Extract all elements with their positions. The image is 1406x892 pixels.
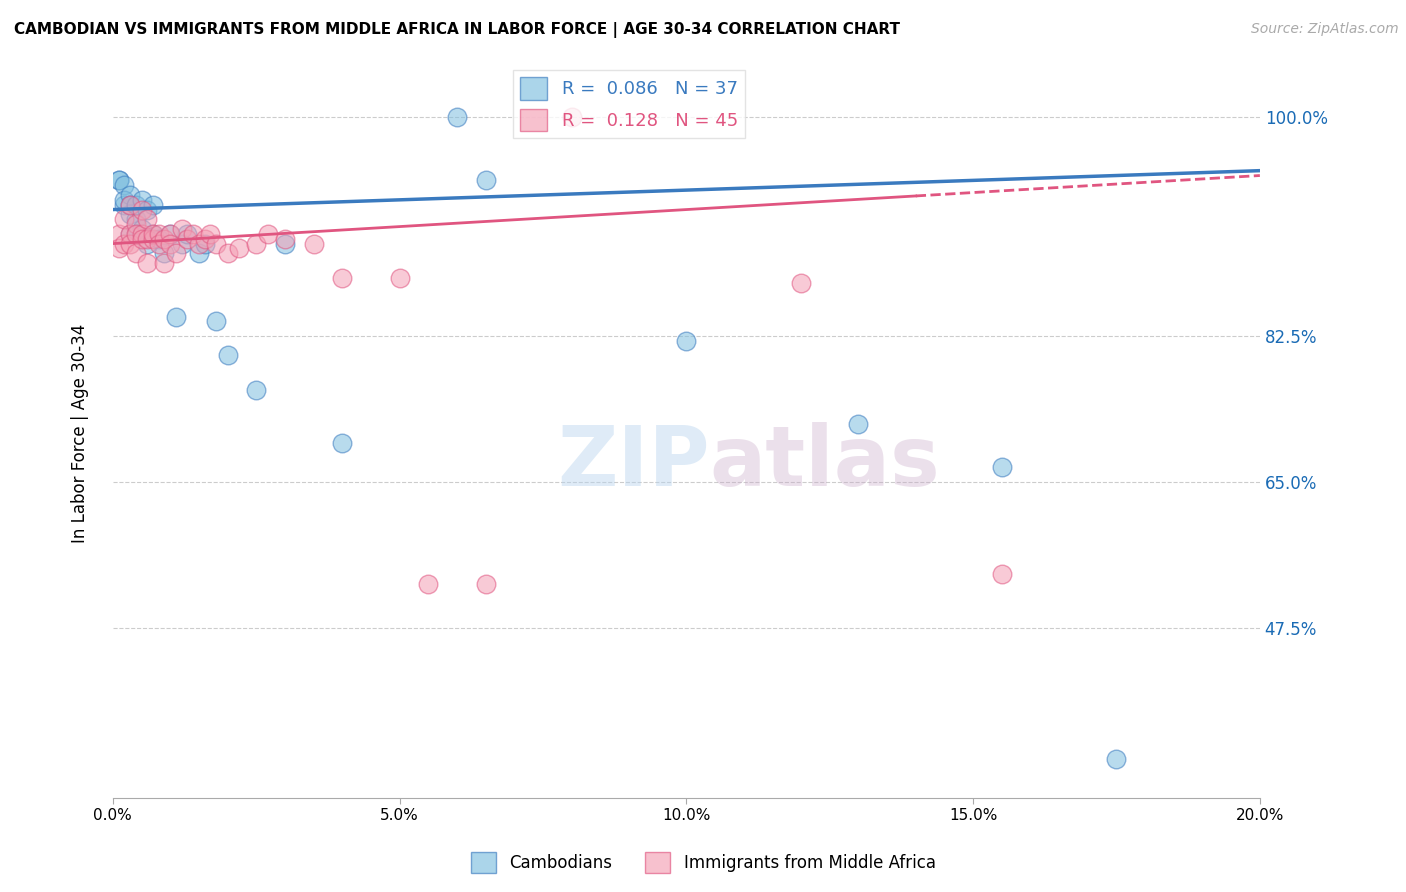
Point [205, 236, 228, 251]
Point [474, 173, 496, 187]
Point [120, 188, 142, 202]
Point [120, 197, 142, 211]
Point [561, 110, 583, 124]
Point [131, 202, 153, 217]
Point [302, 236, 325, 251]
Text: CAMBODIAN VS IMMIGRANTS FROM MIDDLE AFRICA IN LABOR FORCE | AGE 30-34 CORRELATIO: CAMBODIAN VS IMMIGRANTS FROM MIDDLE AFRI… [14, 22, 900, 38]
Legend: Cambodians, Immigrants from Middle Africa: Cambodians, Immigrants from Middle Afric… [464, 846, 942, 880]
Point [107, 173, 129, 187]
Point [848, 417, 870, 431]
Point [245, 383, 267, 397]
Point [274, 236, 297, 251]
Y-axis label: In Labor Force | Age 30-34: In Labor Force | Age 30-34 [72, 324, 89, 543]
Point [125, 227, 148, 241]
Point [153, 256, 176, 270]
Point [200, 227, 222, 241]
Text: ZIP: ZIP [557, 422, 709, 503]
Point [120, 227, 142, 241]
Point [125, 246, 148, 260]
Point [474, 577, 496, 591]
Point [187, 246, 209, 260]
Point [136, 202, 159, 217]
Point [170, 236, 193, 251]
Point [675, 334, 697, 348]
Point [131, 232, 153, 246]
Point [131, 227, 153, 241]
Point [330, 436, 353, 450]
Point [120, 227, 142, 241]
Point [228, 242, 250, 256]
Point [136, 236, 159, 251]
Point [159, 227, 181, 241]
Point [274, 232, 297, 246]
Point [107, 173, 129, 187]
Point [205, 314, 228, 328]
Text: Source: ZipAtlas.com: Source: ZipAtlas.com [1251, 22, 1399, 37]
Text: atlas: atlas [709, 422, 941, 503]
Point [125, 227, 148, 241]
Point [131, 193, 153, 207]
Point [112, 197, 135, 211]
Point [217, 246, 239, 260]
Legend: R =  0.086   N = 37, R =  0.128   N = 45: R = 0.086 N = 37, R = 0.128 N = 45 [513, 70, 745, 137]
Point [120, 236, 142, 251]
Point [194, 236, 217, 251]
Point [446, 110, 468, 124]
Point [136, 232, 159, 246]
Point [136, 256, 159, 270]
Point [142, 227, 165, 241]
Point [165, 310, 187, 324]
Point [388, 270, 411, 285]
Point [187, 236, 209, 251]
Point [1105, 752, 1128, 766]
Point [181, 227, 204, 241]
Point [125, 197, 148, 211]
Point [217, 349, 239, 363]
Point [107, 242, 129, 256]
Point [125, 212, 148, 227]
Point [159, 236, 181, 251]
Point [125, 217, 148, 231]
Point [153, 232, 176, 246]
Point [418, 577, 440, 591]
Point [142, 197, 165, 211]
Point [991, 567, 1014, 582]
Point [330, 270, 353, 285]
Point [142, 227, 165, 241]
Point [107, 227, 129, 241]
Point [148, 227, 170, 241]
Point [170, 222, 193, 236]
Point [176, 232, 198, 246]
Point [136, 212, 159, 227]
Point [148, 236, 170, 251]
Point [256, 227, 278, 241]
Point [142, 232, 165, 246]
Point [148, 232, 170, 246]
Point [245, 236, 267, 251]
Point [790, 276, 813, 290]
Point [991, 460, 1014, 475]
Point [165, 246, 187, 260]
Point [153, 246, 176, 260]
Point [120, 207, 142, 221]
Point [176, 227, 198, 241]
Point [112, 212, 135, 227]
Point [112, 178, 135, 193]
Point [120, 197, 142, 211]
Point [159, 227, 181, 241]
Point [131, 222, 153, 236]
Point [194, 232, 217, 246]
Point [112, 193, 135, 207]
Point [112, 236, 135, 251]
